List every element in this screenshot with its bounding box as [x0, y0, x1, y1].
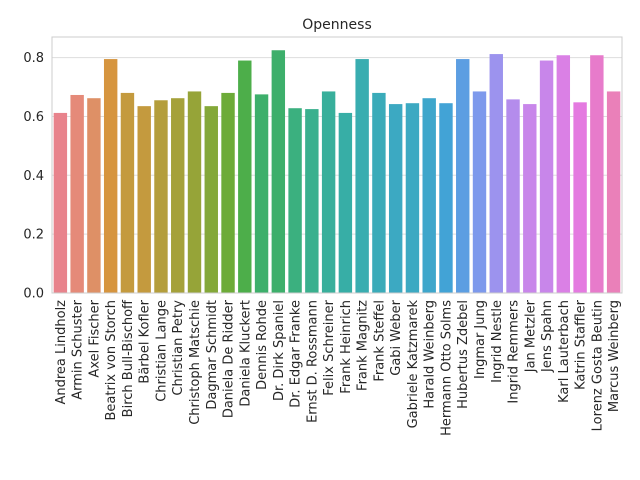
x-tick-label: Ingmar Jung	[473, 300, 488, 379]
bar	[456, 59, 470, 293]
bar	[556, 55, 571, 293]
bar	[472, 91, 487, 293]
bar	[305, 109, 319, 294]
bar	[489, 54, 503, 293]
y-tick-label: 0.4	[23, 169, 44, 184]
bar	[53, 112, 68, 294]
bar	[137, 106, 151, 294]
x-tick-label: Axel Fischer	[87, 299, 102, 377]
chart-title: Openness	[302, 17, 371, 33]
x-tick-label: Birch Bull-Bischoff	[121, 299, 136, 417]
bar	[221, 92, 235, 293]
plot-frame	[51, 36, 623, 294]
x-tick-label: Harald Weinberg	[423, 300, 438, 409]
y-tick-label: 0.8	[23, 51, 44, 66]
bar	[405, 103, 420, 293]
bar	[338, 112, 353, 294]
x-tick-label: Jens Spahn	[540, 300, 555, 373]
bar	[606, 91, 621, 293]
x-tick-label: Christian Petry	[171, 300, 186, 396]
x-tick-label: Christoph Matschie	[188, 300, 203, 425]
bar	[154, 100, 168, 293]
x-tick-label: Marcus Weinberg	[607, 300, 622, 412]
x-tick-label: Frank Steffel	[372, 300, 387, 382]
bar	[288, 108, 302, 293]
x-tick-label: Christian Lange	[154, 300, 169, 402]
x-tick-label: Daniela Kluckert	[238, 300, 253, 407]
x-tick-label: Andrea Lindholz	[54, 300, 69, 405]
bar	[590, 55, 604, 293]
x-tick-label: Ingrid Nestle	[490, 300, 505, 383]
bar	[271, 50, 286, 293]
x-tick-label: Dagmar Schmidt	[205, 300, 220, 410]
x-tick-label: Ernst D. Rossmann	[305, 300, 320, 423]
x-tick-label: Armin Schuster	[71, 299, 86, 399]
x-axis-tick-labels: Andrea Lindholz Armin Schuster Axel Fische…	[54, 299, 622, 436]
bar	[187, 91, 202, 293]
bar	[103, 59, 118, 293]
bar	[120, 92, 135, 293]
bar	[70, 94, 84, 293]
x-tick-label: Jan Metzler	[523, 299, 538, 373]
bar	[539, 60, 554, 294]
x-tick-label: Lorenz Gosta Beutin	[590, 300, 605, 431]
x-tick-label: Dr. Dirk Spaniel	[272, 300, 287, 401]
y-axis-tick-labels: 0.0 0.2 0.4 0.6 0.8	[23, 51, 44, 301]
y-tick-label: 0.6	[23, 110, 44, 125]
bars	[53, 50, 621, 294]
bar	[388, 104, 403, 293]
x-tick-label: Hermann Otto Solms	[439, 300, 454, 436]
x-tick-label: Frank Magnitz	[356, 300, 371, 391]
bar	[204, 106, 218, 294]
bar	[238, 60, 252, 294]
x-tick-label: Gabi Weber	[389, 299, 404, 375]
x-tick-label: Frank Heinrich	[339, 300, 354, 394]
bar	[321, 91, 336, 293]
x-tick-label: Daniela De Ridder	[222, 299, 237, 418]
y-tick-label: 0.0	[23, 287, 44, 302]
bar	[87, 98, 101, 294]
x-tick-label: Beatrix von Storch	[104, 300, 119, 421]
bar	[573, 102, 587, 294]
bar	[523, 104, 537, 293]
bar	[506, 99, 520, 293]
bar	[372, 92, 386, 293]
x-tick-label: Ingrid Remmers	[507, 300, 522, 404]
bar	[422, 98, 436, 294]
bar	[355, 59, 369, 293]
x-tick-label: Gabriele Katzmarek	[406, 300, 421, 429]
x-tick-label: Dennis Rohde	[255, 300, 270, 390]
x-tick-label: Katrin Staffler	[574, 299, 589, 390]
bar	[254, 94, 269, 294]
bar	[439, 103, 453, 293]
x-tick-label: Felix Schreiner	[322, 299, 337, 395]
x-tick-label: Karl Lauterbach	[557, 300, 572, 403]
x-tick-label: Dr. Edgar Franke	[289, 300, 304, 408]
x-tick-label: Hubertus Zdebel	[456, 300, 471, 409]
y-tick-label: 0.2	[23, 228, 44, 243]
bar	[171, 98, 185, 294]
x-tick-label: Bärbel Kofler	[138, 299, 153, 383]
